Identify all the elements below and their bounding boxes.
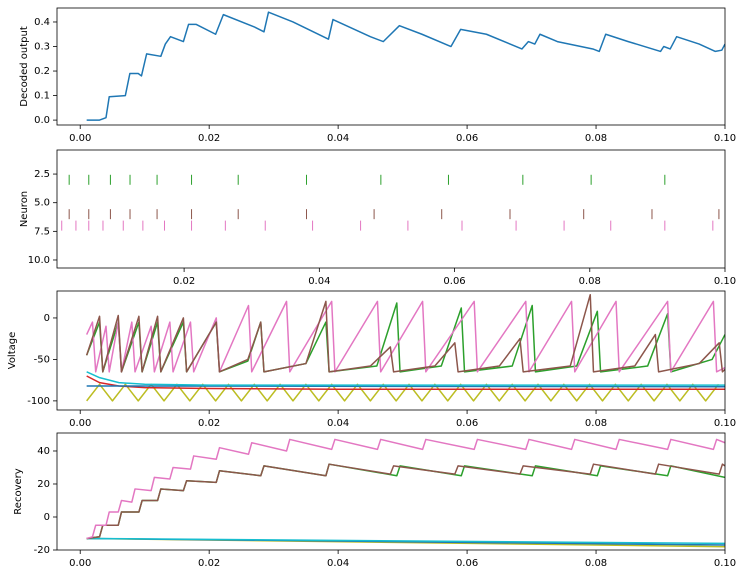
axes-frame (56, 7, 726, 126)
y-tick-label: 0.2 (34, 66, 50, 77)
y-tick-label: 0 (44, 512, 50, 523)
x-tick-label: 0.04 (327, 418, 349, 429)
x-tick-label: 0.00 (69, 558, 91, 569)
y-tick-label: 0.1 (34, 91, 50, 102)
y-tick-label: 40 (37, 446, 50, 457)
x-tick-label: 0.02 (198, 133, 220, 144)
x-tick-label: 0.08 (585, 558, 607, 569)
y-axis-label: Recovery (13, 468, 24, 514)
x-tick-label: 0.08 (579, 276, 601, 287)
subplot: 0.02 0.04 0.06 0.08 0.10 2.5 5.0 7.5 10.0 Neuron (19, 149, 736, 287)
x-tick-label: 0.10 (714, 276, 736, 287)
series-line (86, 371, 725, 386)
axes-frame (56, 149, 726, 269)
x-tick-label: 0.00 (69, 133, 91, 144)
series-line (86, 375, 725, 391)
x-tick-label: 0.08 (585, 418, 607, 429)
x-tick-label: 0.10 (714, 133, 736, 144)
y-tick-label: 10.0 (28, 255, 50, 266)
series-line (86, 463, 725, 540)
x-tick-label: 0.00 (69, 418, 91, 429)
series-line (85, 300, 725, 373)
y-tick-label: 5.0 (34, 198, 50, 209)
subplot: 0.00 0.02 0.04 0.06 0.08 0.10 0.0 0.1 0.2 0.3 0.4 D… (19, 7, 736, 144)
series-line (86, 438, 725, 540)
x-tick-label: 0.06 (456, 558, 478, 569)
series-line (86, 385, 725, 388)
y-tick-label: 0.3 (34, 42, 50, 53)
axes-frame (56, 290, 726, 411)
y-tick-label: 2.5 (34, 169, 50, 180)
plot-area (85, 293, 725, 402)
series-line (86, 463, 725, 540)
x-tick-label: 0.04 (327, 133, 349, 144)
y-tick-label: -100 (27, 396, 50, 407)
y-tick-label: 0.4 (34, 17, 50, 28)
y-tick-label: 7.5 (34, 226, 50, 237)
y-axis-label: Neuron (19, 191, 30, 227)
subplot: 0.00 0.02 0.04 0.06 0.08 0.10 40 20 0 -20 Recovery (13, 432, 736, 569)
plot-area (86, 11, 725, 121)
y-tick-label: 0.0 (34, 115, 50, 126)
plot-area (86, 438, 725, 548)
axes-frame (56, 432, 726, 551)
plot-area (61, 174, 720, 231)
y-tick-label: 0 (44, 313, 50, 324)
x-tick-label: 0.02 (173, 276, 195, 287)
y-tick-label: -20 (34, 545, 50, 556)
x-tick-label: 0.02 (198, 558, 220, 569)
x-tick-label: 0.06 (443, 276, 465, 287)
x-tick-label: 0.04 (327, 558, 349, 569)
y-tick-label: -50 (34, 354, 50, 365)
x-tick-label: 0.06 (456, 133, 478, 144)
y-axis-label: Voltage (7, 332, 18, 370)
x-tick-label: 0.10 (714, 418, 736, 429)
series-line (85, 293, 725, 373)
y-axis-label: Decoded output (19, 26, 30, 107)
x-tick-label: 0.10 (714, 558, 736, 569)
x-tick-label: 0.06 (456, 418, 478, 429)
series-line (86, 537, 725, 545)
series-line (85, 302, 725, 373)
x-tick-label: 0.08 (585, 133, 607, 144)
y-tick-label: 20 (37, 479, 50, 490)
x-tick-label: 0.04 (308, 276, 330, 287)
subplot: 0.00 0.02 0.04 0.06 0.08 0.10 0 -50 -100 Voltage (7, 290, 736, 429)
series-line (86, 11, 725, 121)
x-tick-label: 0.02 (198, 418, 220, 429)
